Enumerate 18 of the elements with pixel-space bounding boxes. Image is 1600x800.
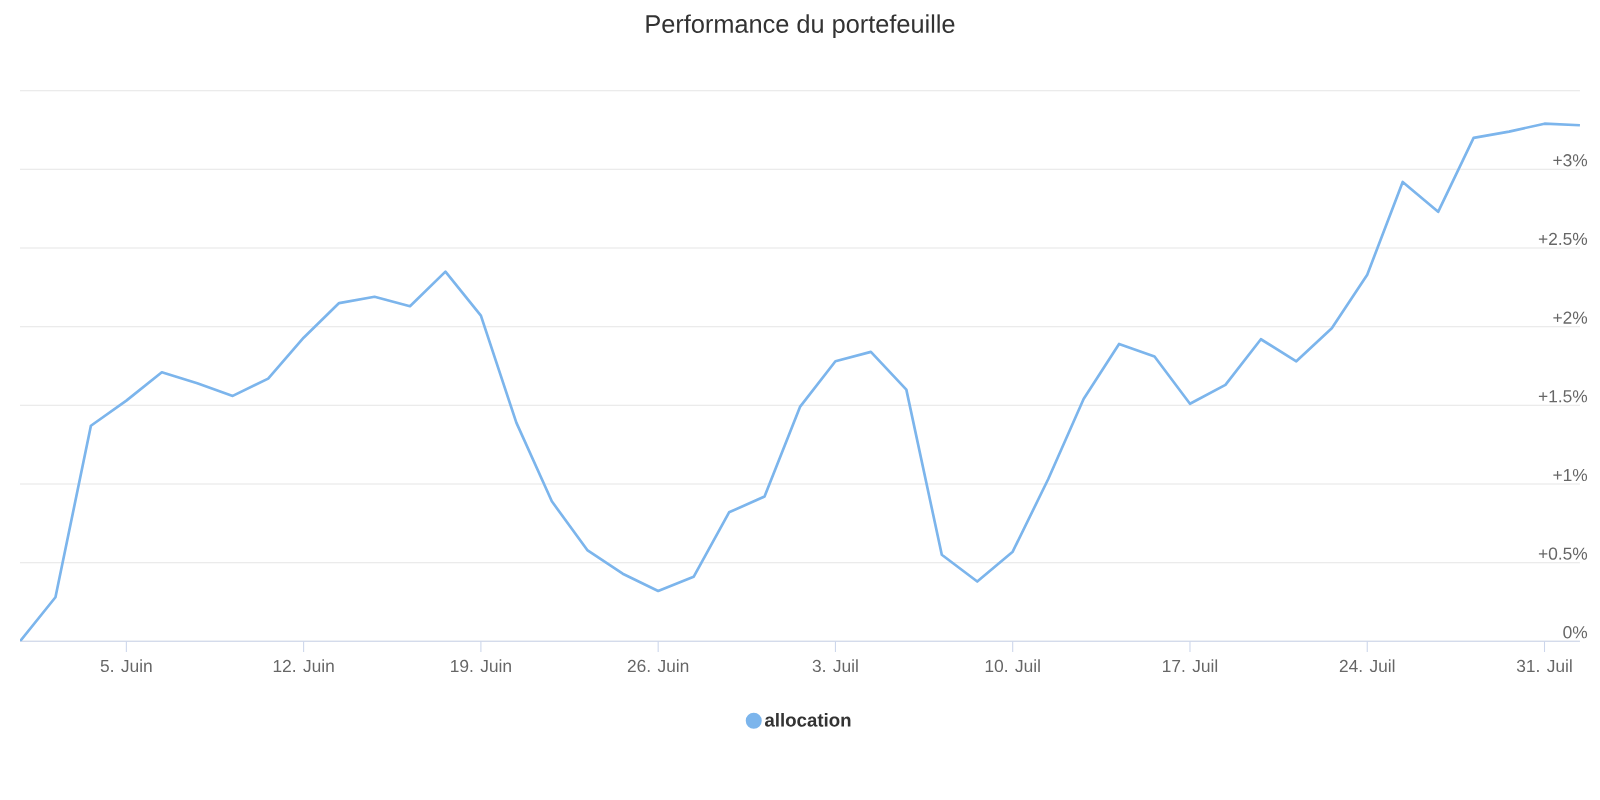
legend-label: allocation [764,713,851,727]
y-tick-label: 0% [1563,626,1588,639]
chart-title: Performance du portefeuille [646,14,955,38]
x-tick-label: 12. Juin [273,659,334,673]
x-tick-label: 17. Juil [1163,659,1218,673]
x-tick-label: 31. Juil [1516,659,1572,673]
y-tick-label: +2.5% [1538,232,1588,246]
x-tick-label: 26. Juin [627,659,689,673]
x-tick-label: 3. Juil [812,659,858,673]
x-tick-label: 5. Juin [100,659,152,673]
y-tick-label: +3% [1553,154,1588,167]
y-tick-label: +0.5% [1538,547,1588,560]
y-tick-label: +1% [1553,468,1588,482]
y-tick-label: +1.5% [1538,390,1588,403]
x-tick-label: 24. Juil [1339,659,1395,673]
x-tick-label: 10. Juil [985,659,1040,673]
y-tick-label: +2% [1553,311,1588,324]
x-tick-label: 19. Juin [451,659,511,673]
